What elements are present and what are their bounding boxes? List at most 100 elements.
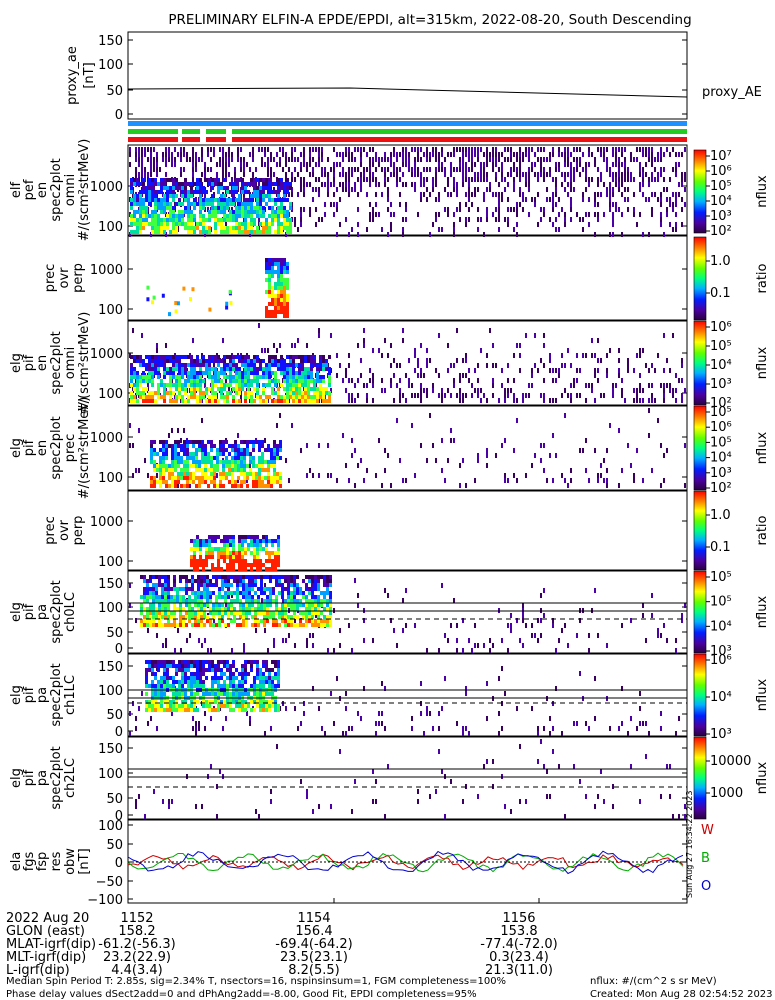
data-cell — [468, 731, 470, 736]
data-cell — [606, 368, 608, 373]
data-cell — [319, 375, 322, 379]
data-cell — [324, 167, 326, 172]
data-cell — [139, 359, 142, 363]
data-cell — [152, 587, 155, 591]
data-cell — [318, 217, 320, 222]
data-cell — [621, 192, 623, 197]
data-cell — [266, 619, 269, 623]
data-cell — [166, 214, 169, 218]
data-cell — [130, 367, 133, 371]
data-cell — [284, 603, 287, 607]
data-cell — [326, 579, 329, 583]
data-cell — [232, 182, 235, 186]
data-cell — [156, 152, 158, 157]
data-cell — [226, 399, 229, 403]
data-cell — [231, 476, 234, 480]
data-cell — [165, 162, 167, 167]
data-cell — [217, 186, 220, 190]
data-cell — [272, 575, 275, 579]
data-cell — [260, 603, 263, 607]
data-cell — [226, 563, 229, 567]
data-cell — [286, 371, 289, 375]
data-cell — [232, 567, 235, 571]
data-cell — [672, 192, 674, 197]
data-cell — [456, 167, 458, 172]
data-cell — [204, 456, 207, 460]
data-cell — [207, 147, 209, 152]
data-cell — [576, 378, 578, 383]
y-axis-label: spec2plot — [49, 580, 64, 643]
data-cell — [278, 591, 281, 595]
data-cell — [675, 398, 677, 403]
data-cell — [223, 218, 226, 222]
data-cell — [465, 358, 467, 363]
data-cell — [205, 178, 208, 182]
y-axis-label: pif — [22, 439, 37, 456]
data-cell — [603, 458, 605, 463]
data-cell — [375, 473, 377, 478]
data-cell — [235, 178, 238, 182]
data-cell — [151, 300, 155, 305]
data-cell — [561, 207, 563, 212]
data-cell — [534, 633, 536, 638]
data-cell — [339, 172, 341, 177]
data-cell — [283, 258, 286, 262]
data-cell — [297, 227, 299, 232]
data-cell — [183, 448, 186, 452]
data-cell — [172, 218, 175, 222]
data-cell — [209, 607, 212, 611]
data-cell — [305, 587, 308, 591]
data-cell — [241, 363, 244, 367]
data-cell — [471, 147, 473, 152]
data-cell — [265, 383, 268, 387]
data-cell — [241, 202, 244, 206]
data-cell — [152, 295, 156, 300]
data-cell — [133, 355, 136, 359]
data-cell — [307, 399, 310, 403]
data-cell — [444, 633, 446, 638]
y-tick-label: 150 — [98, 742, 123, 757]
data-cell — [429, 152, 431, 157]
data-cell — [232, 375, 235, 379]
data-cell — [420, 147, 422, 152]
data-cell — [207, 476, 210, 480]
data-cell — [501, 197, 503, 202]
data-cell — [176, 607, 179, 611]
data-cell — [363, 177, 365, 182]
data-cell — [221, 595, 224, 599]
data-cell — [289, 395, 292, 399]
data-cell — [624, 177, 626, 182]
data-cell — [220, 379, 223, 383]
data-cell — [247, 359, 250, 363]
data-cell — [597, 473, 599, 478]
data-cell — [265, 539, 268, 543]
data-cell — [462, 162, 464, 167]
data-cell — [222, 460, 225, 464]
data-cell — [159, 464, 162, 468]
data-cell — [402, 628, 404, 633]
data-cell — [169, 190, 172, 194]
data-cell — [145, 395, 148, 399]
data-cell — [166, 355, 169, 359]
data-cell — [238, 383, 241, 387]
data-cell — [234, 452, 237, 456]
data-cell — [287, 599, 290, 603]
data-cell — [225, 472, 228, 476]
data-cell — [311, 603, 314, 607]
data-cell — [201, 452, 204, 456]
data-cell — [295, 379, 298, 383]
data-cell — [223, 367, 226, 371]
data-cell — [486, 187, 488, 192]
data-cell — [459, 388, 461, 393]
data-cell — [408, 167, 410, 172]
data-cell — [278, 575, 281, 579]
data-cell — [214, 395, 217, 399]
data-cell — [159, 440, 162, 444]
data-cell — [498, 192, 500, 197]
data-cell — [232, 367, 235, 371]
data-cell — [214, 535, 217, 539]
data-cell — [357, 207, 359, 212]
data-cell — [145, 214, 148, 218]
data-cell — [300, 721, 302, 726]
data-cell — [328, 355, 331, 359]
